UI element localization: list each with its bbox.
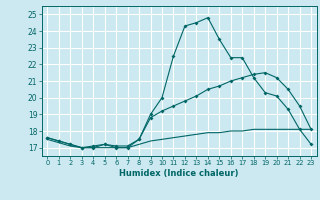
X-axis label: Humidex (Indice chaleur): Humidex (Indice chaleur) bbox=[119, 169, 239, 178]
